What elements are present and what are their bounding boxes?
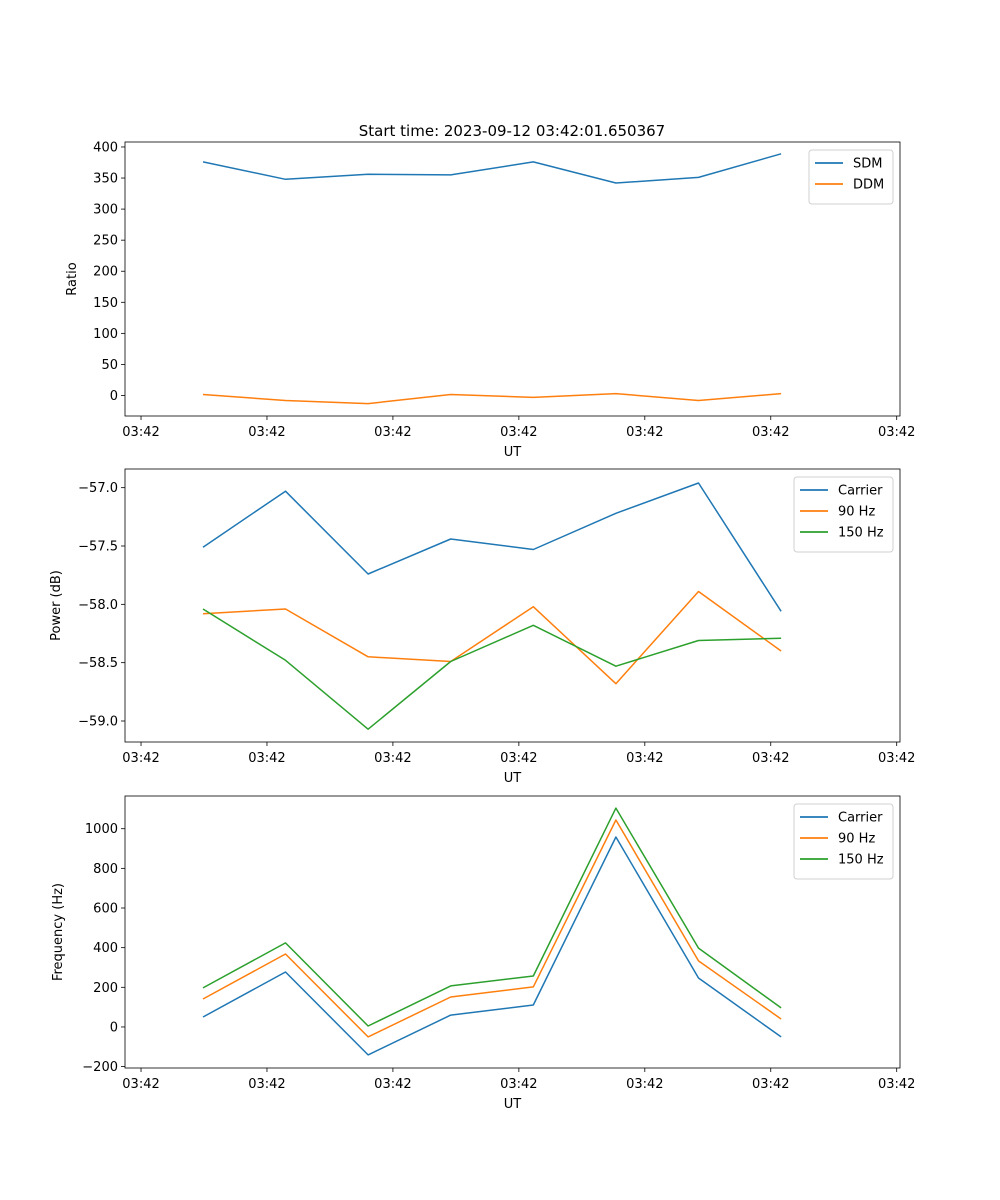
x-tick-label: 03:42 (500, 751, 537, 766)
legend-box (793, 803, 894, 880)
y-axis-label: Frequency (Hz) (51, 883, 66, 981)
subplot-1: 03:42 03:42 03:42 03:42 03:42 03:42 03:42 0 50 10… (65, 140, 915, 460)
x-tick-label: 03:42 (626, 1077, 663, 1092)
x-tick-label: 03:42 (122, 1077, 159, 1092)
y-tick-label: 0 (110, 389, 118, 404)
y-tick-label: 400 (93, 941, 118, 956)
y-tick-label: 1000 (85, 822, 118, 837)
y-tick-label: −59.0 (78, 715, 118, 730)
y-tick-label: −57.5 (78, 540, 118, 555)
y-tick-label: 0 (110, 1020, 118, 1035)
series-line-sdm (202, 153, 782, 184)
x-tick-label: 03:42 (374, 425, 411, 440)
legend-label: Carrier (838, 484, 883, 499)
y-tick-label: −58.0 (78, 598, 118, 613)
x-tick-label: 03:42 (626, 425, 663, 440)
x-tick-label: 03:42 (878, 1077, 915, 1092)
series-line-150-hz (202, 608, 782, 730)
legend-label: 150 Hz (838, 526, 884, 541)
y-tick-label: 150 (93, 296, 118, 311)
x-tick-label: 03:42 (248, 1077, 285, 1092)
series-line-90-hz (202, 590, 782, 685)
x-axis-label: UT (504, 445, 522, 460)
x-tick-label: 03:42 (878, 751, 915, 766)
x-tick-label: 03:42 (374, 751, 411, 766)
x-tick-label: 03:42 (500, 1077, 537, 1092)
subplot-2: 03:42 03:42 03:42 03:42 03:42 03:42 03:42 −57.0… (49, 468, 915, 786)
legend: SDM DDM (808, 149, 894, 205)
series-line-carrier (202, 836, 782, 1056)
y-tick-label: −57.0 (78, 481, 118, 496)
legend-box (793, 476, 894, 553)
y-tick-label: −58.5 (78, 656, 118, 671)
y-axis-label: Power (dB) (49, 570, 64, 641)
x-axis-label: UT (504, 771, 522, 786)
x-axis-label: UT (504, 1097, 522, 1112)
legend: Carrier 90 Hz 150 Hz (793, 803, 894, 880)
x-tick-label: 03:42 (626, 751, 663, 766)
y-tick-label: 50 (101, 358, 118, 373)
y-tick-label: 600 (93, 902, 118, 917)
axes-frame (124, 795, 901, 1069)
y-tick-label: −200 (82, 1060, 118, 1075)
y-tick-label: 300 (93, 203, 118, 218)
x-tick-label: 03:42 (878, 425, 915, 440)
x-tick-label: 03:42 (500, 425, 537, 440)
series-line-90-hz (202, 819, 782, 1038)
legend: Carrier 90 Hz 150 Hz (793, 476, 894, 553)
y-tick-label: 400 (93, 140, 118, 155)
x-tick-label: 03:42 (752, 425, 789, 440)
y-axis-label: Ratio (65, 262, 80, 295)
subplot-3: 03:42 03:42 03:42 03:42 03:42 03:42 03:42 −200 0… (51, 795, 915, 1112)
series-line-ddm (202, 392, 782, 405)
y-tick-label: 800 (93, 862, 118, 877)
axes-frame (124, 141, 901, 417)
x-tick-label: 03:42 (248, 751, 285, 766)
legend-label: 90 Hz (838, 832, 875, 847)
figure-title: Start time: 2023-09-12 03:42:01.650367 (359, 122, 665, 140)
legend-label: 90 Hz (838, 505, 875, 520)
x-tick-label: 03:42 (374, 1077, 411, 1092)
x-tick-label: 03:42 (122, 425, 159, 440)
x-tick-label: 03:42 (752, 1077, 789, 1092)
axes-frame (124, 468, 901, 743)
legend-label: Carrier (838, 811, 883, 826)
y-tick-label: 250 (93, 234, 118, 249)
legend-label: SDM (853, 157, 882, 172)
x-tick-label: 03:42 (122, 751, 159, 766)
legend-label: 150 Hz (838, 853, 884, 868)
x-tick-label: 03:42 (248, 425, 285, 440)
series-line-150-hz (202, 807, 782, 1027)
y-tick-label: 350 (93, 172, 118, 187)
y-tick-label: 200 (93, 981, 118, 996)
y-tick-label: 100 (93, 327, 118, 342)
x-tick-label: 03:42 (752, 751, 789, 766)
series-line-carrier (202, 482, 782, 612)
y-tick-label: 200 (93, 265, 118, 280)
legend-label: DDM (853, 178, 884, 193)
